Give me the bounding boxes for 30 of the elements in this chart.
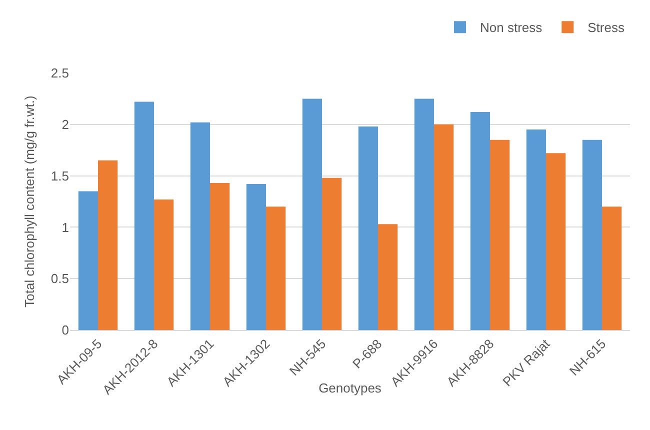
bar (210, 183, 230, 330)
bar (190, 122, 210, 330)
bar (602, 206, 622, 330)
bar (98, 160, 118, 330)
bar (526, 130, 546, 330)
legend-label: Stress (588, 20, 625, 36)
bar (266, 206, 286, 330)
y-tick-label: 0 (62, 322, 69, 338)
bar (546, 153, 566, 330)
bar (154, 199, 174, 330)
bar (582, 140, 602, 330)
bar (246, 184, 266, 330)
bar (378, 224, 398, 330)
x-axis-title: Genotypes (318, 380, 382, 396)
y-axis-title: Total chlorophyll content (mg/g fr.wt.) (22, 96, 37, 308)
y-tick-label: 1.5 (50, 168, 69, 184)
y-tick-label: 2.5 (50, 66, 69, 81)
bar (78, 191, 98, 330)
bar (322, 178, 342, 330)
legend-label: Non stress (480, 20, 543, 36)
bar (134, 102, 154, 330)
bar (302, 98, 322, 330)
y-tick-label: 1 (62, 220, 69, 235)
bar (358, 126, 378, 330)
bar (490, 140, 510, 330)
y-tick-label: 2 (62, 116, 69, 132)
bar (434, 124, 454, 330)
y-tick-label: 0.5 (50, 271, 69, 286)
bar (470, 112, 490, 330)
bar (414, 98, 434, 330)
